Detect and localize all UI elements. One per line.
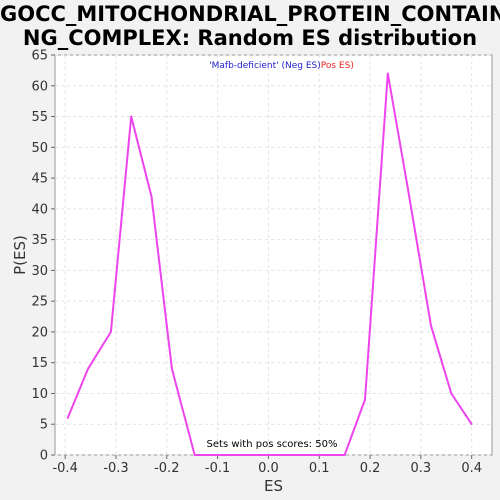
data-point-4 bbox=[150, 195, 153, 198]
data-point-17 bbox=[450, 392, 453, 395]
x-tick-label-1: -0.3 bbox=[103, 461, 128, 476]
y-tick-label-0: 0 bbox=[40, 449, 48, 464]
x-tick-label-2: -0.2 bbox=[154, 461, 179, 476]
data-point-5 bbox=[171, 368, 173, 370]
x-tick-label-4: 0.0 bbox=[258, 461, 279, 476]
x-tick-label-7: 0.3 bbox=[411, 461, 432, 476]
data-point-2 bbox=[110, 331, 112, 333]
legend: 'Mafb-deficient' (Neg ES)Pos ES) bbox=[209, 61, 354, 71]
x-tick-label-5: 0.1 bbox=[309, 461, 330, 476]
y-tick-label-13: 65 bbox=[31, 49, 48, 64]
plot-area bbox=[54, 54, 493, 456]
x-tick-label-0: -0.4 bbox=[52, 461, 77, 476]
data-point-8 bbox=[242, 454, 244, 456]
data-point-18 bbox=[470, 423, 473, 426]
y-tick-label-12: 60 bbox=[31, 79, 48, 94]
data-point-16 bbox=[430, 324, 432, 327]
data-point-0 bbox=[66, 417, 69, 419]
y-tick-label-7: 35 bbox=[31, 233, 48, 248]
data-point-15 bbox=[407, 189, 409, 192]
pos-scores-annotation: Sets with pos scores: 50% bbox=[207, 439, 338, 450]
y-tick-label-11: 55 bbox=[31, 110, 48, 125]
y-tick-label-4: 20 bbox=[31, 325, 48, 340]
x-tick-label-8: 0.4 bbox=[461, 461, 482, 476]
data-point-9 bbox=[267, 454, 270, 456]
data-point-7 bbox=[216, 454, 219, 456]
y-tick-label-3: 15 bbox=[31, 356, 48, 371]
data-point-3 bbox=[130, 115, 133, 118]
labels: -0.4 -0.3 -0.2 -0.1 0.0 0.1 0.2 0.3 0.4 0 5 10 15 20 2… bbox=[11, 49, 482, 496]
y-tick-label-10: 50 bbox=[31, 141, 48, 156]
chart-title: GOCC_MITOCHONDRIAL_PROTEIN_CONTAINI NG_C… bbox=[0, 2, 500, 50]
data-point-6 bbox=[193, 454, 196, 456]
legend-entry-1: Pos ES) bbox=[321, 61, 354, 71]
data-point-1 bbox=[87, 368, 89, 370]
y-tick-label-1: 5 bbox=[40, 418, 48, 433]
x-tick-label-6: 0.2 bbox=[360, 461, 381, 476]
series bbox=[66, 72, 473, 456]
y-tick-label-9: 45 bbox=[31, 172, 48, 187]
y-tick-label-6: 30 bbox=[31, 264, 48, 279]
chart-title-line-1: GOCC_MITOCHONDRIAL_PROTEIN_CONTAINI bbox=[0, 2, 500, 26]
x-axis-label: ES bbox=[264, 477, 283, 495]
y-axis-label: P(ES) bbox=[11, 235, 29, 275]
data-point-12 bbox=[343, 454, 346, 456]
data-point-11 bbox=[318, 454, 321, 456]
x-tick-label-3: -0.1 bbox=[205, 461, 230, 476]
data-point-13 bbox=[364, 398, 366, 401]
y-tick-label-2: 10 bbox=[31, 387, 48, 402]
y-tick-label-8: 40 bbox=[31, 202, 48, 217]
data-point-14 bbox=[387, 72, 389, 75]
y-tick-label-5: 25 bbox=[31, 295, 48, 310]
chart-title-line-2: NG_COMPLEX: Random ES distribution bbox=[22, 26, 478, 50]
data-point-10 bbox=[293, 454, 295, 456]
legend-entry-0: 'Mafb-deficient' (Neg ES) bbox=[209, 61, 321, 71]
